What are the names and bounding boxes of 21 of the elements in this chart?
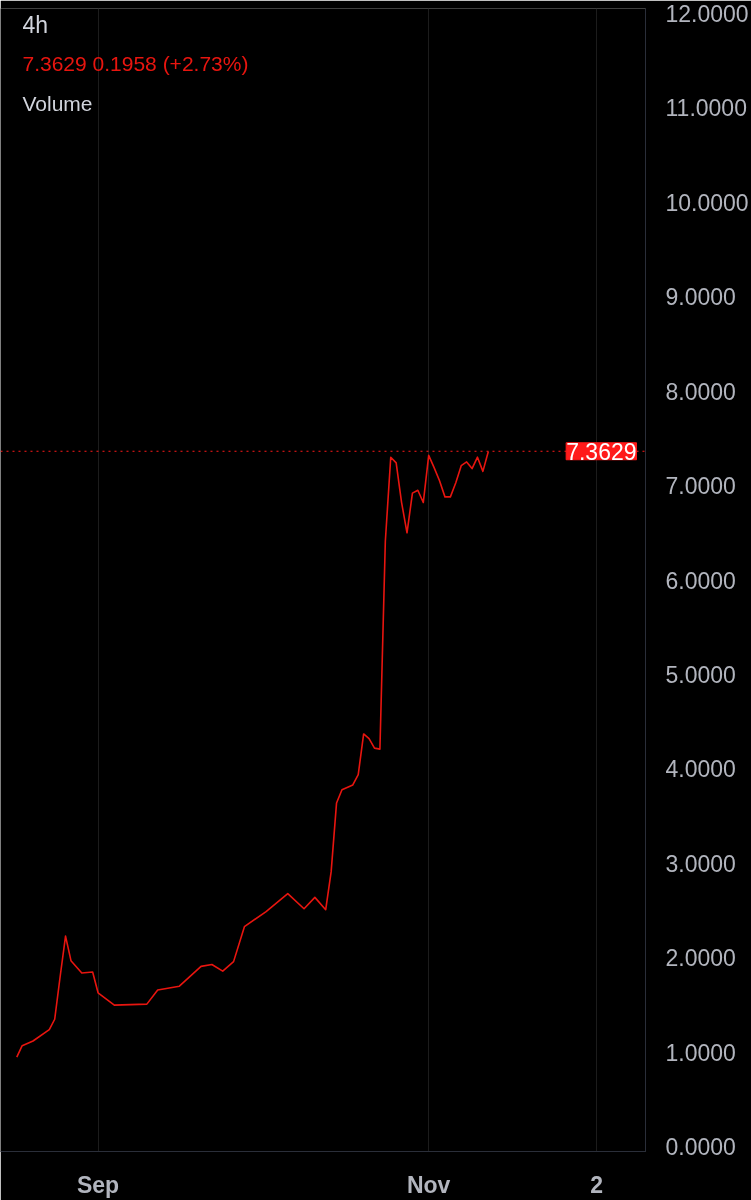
y-tick-label: 5.0000: [665, 661, 736, 688]
y-tick-label: 3.0000: [665, 850, 736, 877]
y-tick-label: 6.0000: [665, 567, 736, 594]
y-tick-label: 7.0000: [665, 473, 736, 500]
y-tick-label: 11.0000: [665, 95, 747, 122]
y-tick-label: 12.0000: [665, 0, 749, 27]
chart-title: 4h: [22, 11, 49, 38]
y-tick-label: 0.0000: [665, 1134, 736, 1161]
x-tick-label: 2: [590, 1171, 604, 1198]
y-tick-label: 2.0000: [665, 945, 736, 972]
y-tick-label: 9.0000: [665, 284, 736, 311]
ref-line-label: 7.3629: [566, 438, 637, 465]
y-tick-label: 10.0000: [665, 189, 749, 216]
y-tick-label: 1.0000: [665, 1039, 736, 1066]
x-tick-label: Nov: [406, 1171, 451, 1198]
x-tick-label: Sep: [76, 1171, 120, 1198]
annotation: Volume: [22, 91, 93, 115]
y-tick-label: 4.0000: [665, 756, 736, 783]
line-series: [15, 450, 490, 1058]
y-tick-label: 8.0000: [665, 378, 736, 405]
text: 7.3629 0.1958 (+2.73%): [22, 51, 249, 75]
